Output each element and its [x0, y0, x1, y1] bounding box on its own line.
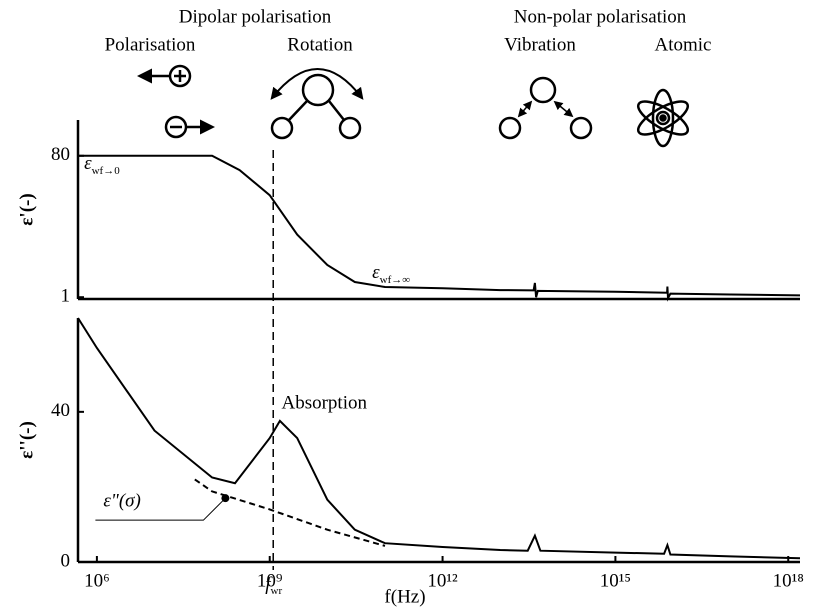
- header-label: Polarisation: [105, 34, 196, 55]
- icons: [137, 64, 690, 148]
- annotation: Absorption: [281, 393, 367, 414]
- x-tick-label: 10¹⁸: [773, 570, 804, 591]
- marker-subscript: wr: [271, 585, 283, 597]
- x-axis-label: f(Hz): [384, 586, 425, 607]
- x-tick-label: 10¹²: [427, 570, 458, 591]
- marker-label: fwr: [265, 574, 282, 596]
- y-tick-label: 40: [51, 400, 70, 421]
- annotation-subscript: wf→∞: [380, 273, 411, 285]
- y-tick-label: 1: [61, 286, 71, 307]
- marker-symbol: f: [265, 574, 273, 595]
- header-label: Atomic: [655, 34, 712, 55]
- annotation: εwf→0: [84, 153, 120, 176]
- header-label: Non-polar polarisation: [514, 6, 687, 27]
- y-axis-label: ε'(-): [16, 193, 37, 225]
- y-tick-label: 80: [51, 144, 70, 165]
- x-tick-label: 10⁹: [257, 570, 283, 591]
- annotation-symbol: ε: [84, 153, 92, 174]
- header-label: Rotation: [287, 34, 353, 55]
- header-label: Dipolar polarisation: [179, 6, 332, 27]
- annotation: εwf→∞: [372, 262, 410, 285]
- annotation: ε"(σ): [103, 491, 140, 512]
- annotation-leader: [95, 497, 226, 521]
- data-line: [78, 154, 801, 302]
- annotation-symbol: ε: [372, 262, 380, 283]
- data-line: [194, 478, 386, 547]
- x-tick-label: 10⁶: [84, 570, 110, 591]
- data-line: [77, 317, 801, 560]
- x-tick-label: 10¹⁵: [600, 570, 631, 591]
- y-tick-label: 0: [61, 550, 71, 571]
- annotation-subscript: wf→0: [92, 164, 121, 176]
- y-axis-label: ε''(-): [16, 421, 37, 459]
- header-label: Vibration: [504, 34, 576, 55]
